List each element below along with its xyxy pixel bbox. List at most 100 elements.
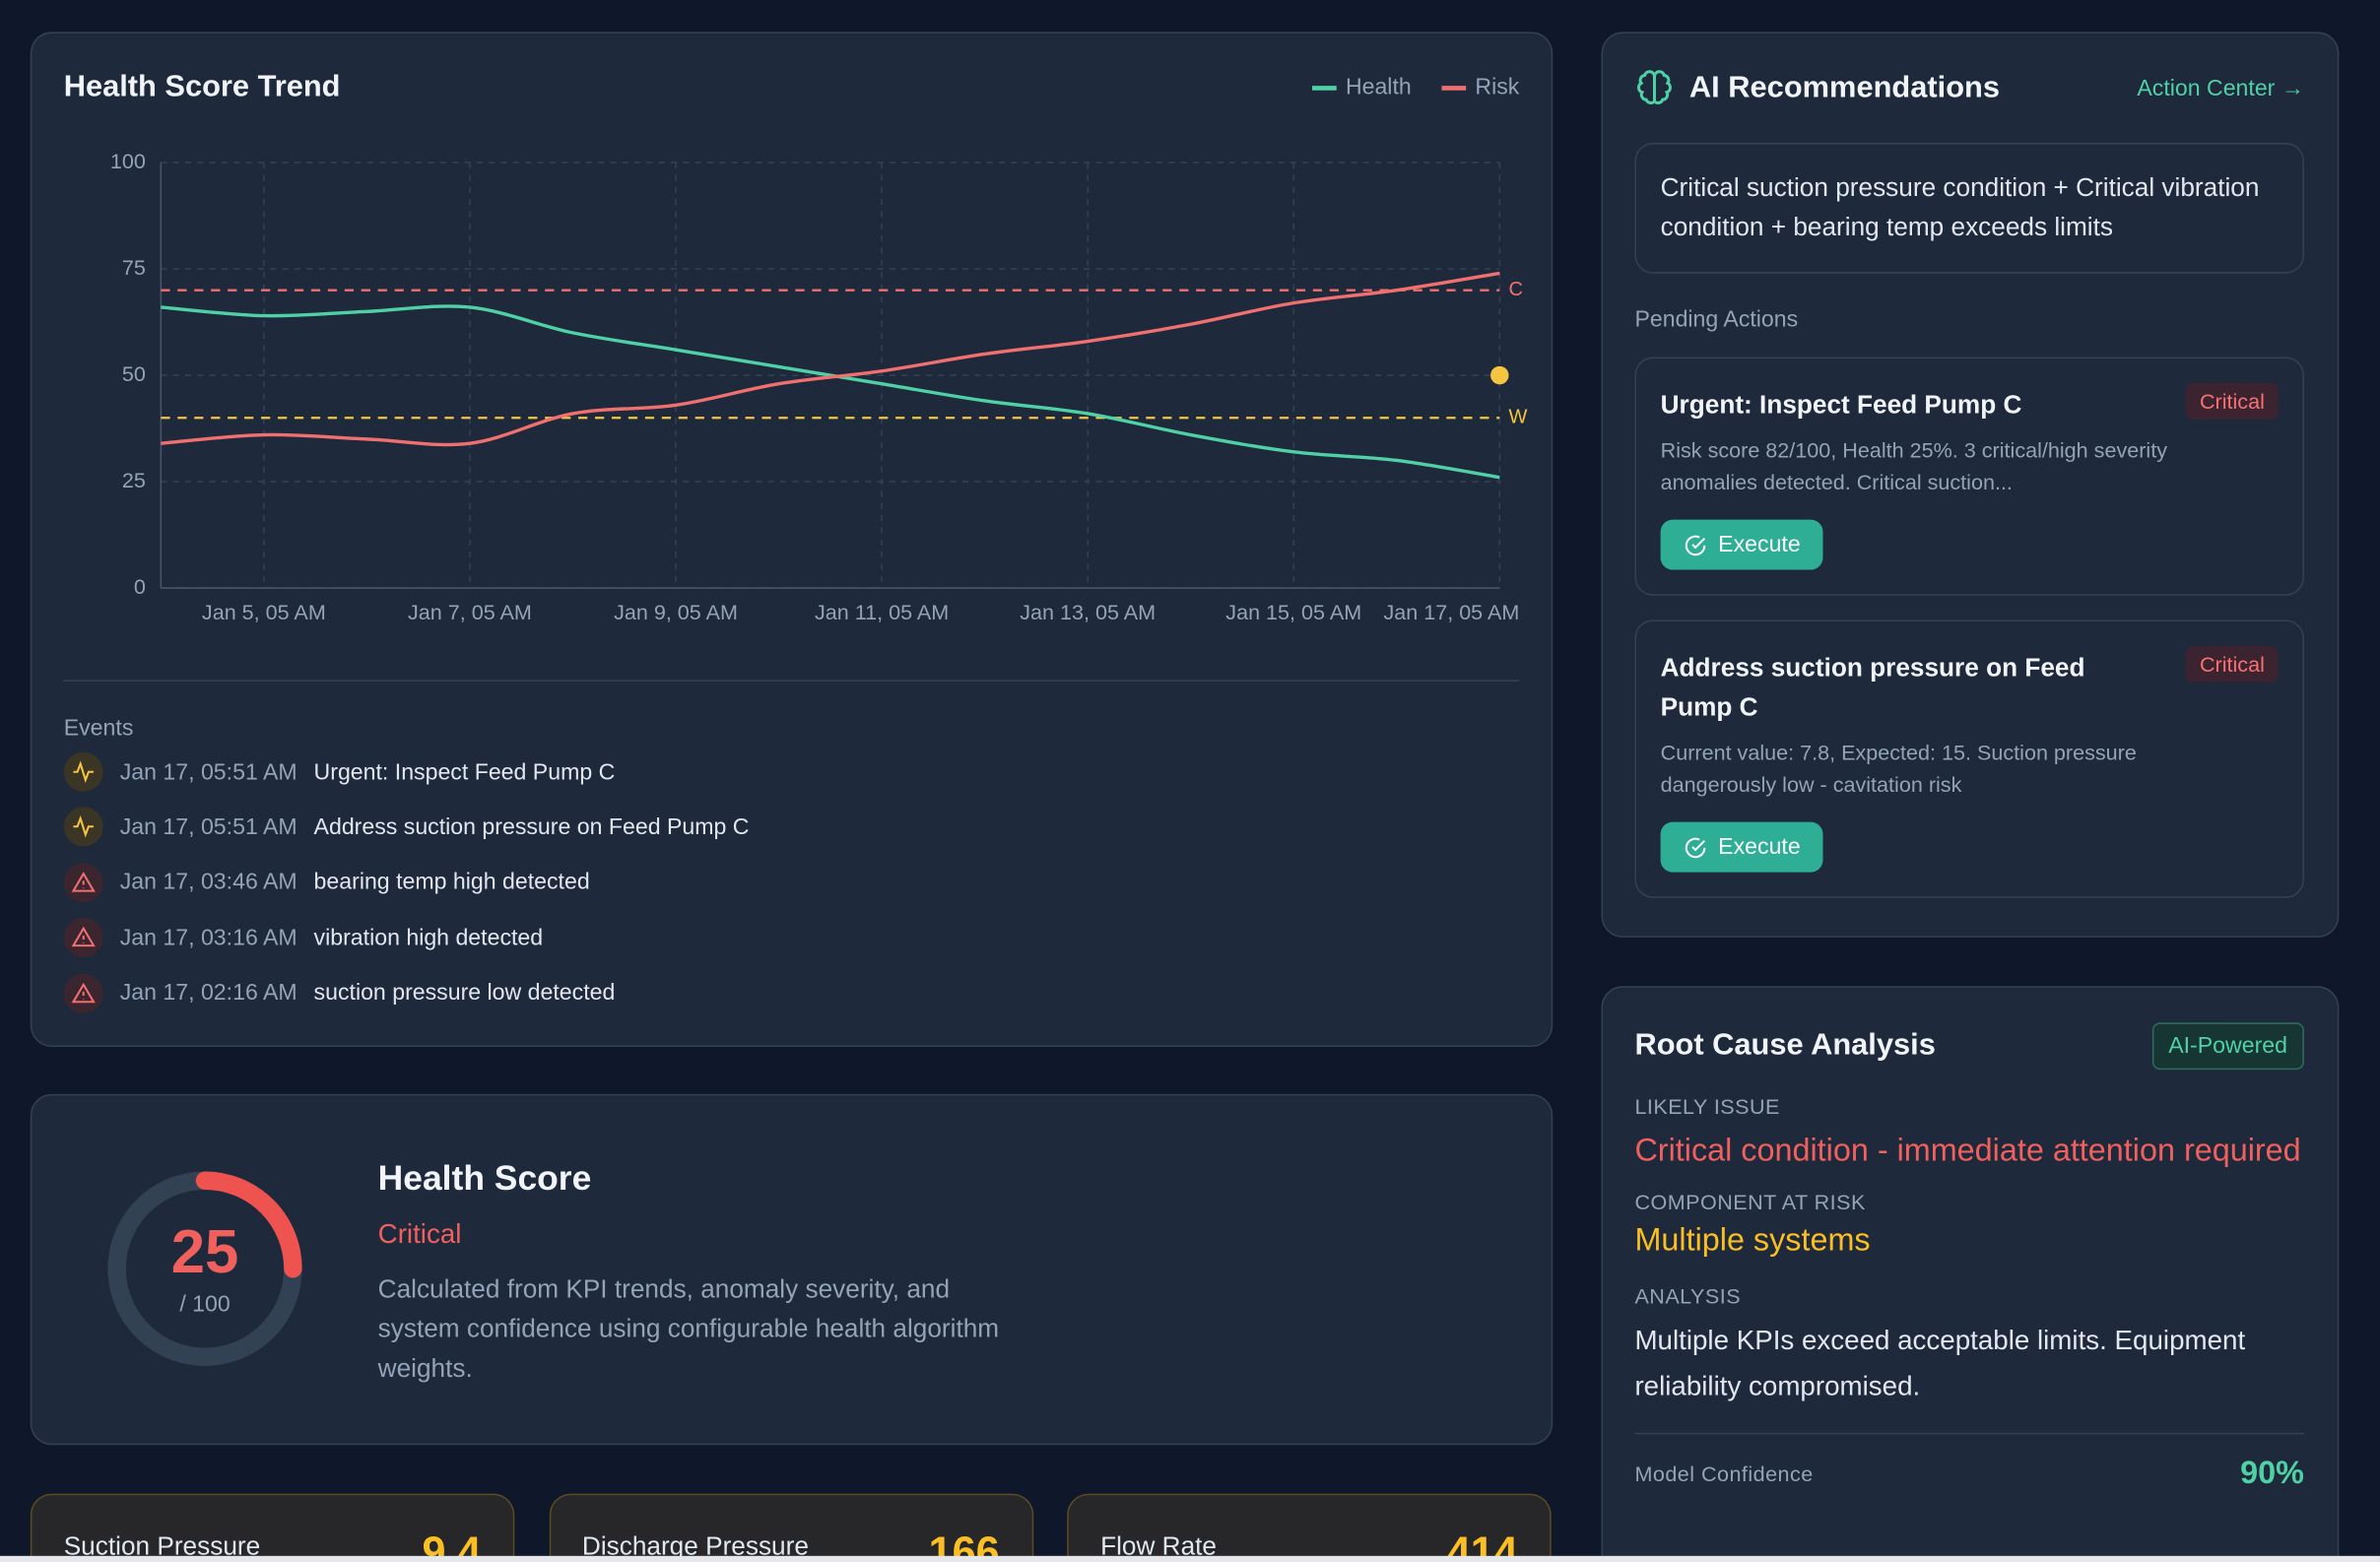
events-title: Events <box>63 715 134 742</box>
actions-list: Urgent: Inspect Feed Pump C Critical Risk … <box>1634 357 2304 898</box>
x-tick-label: Jan 5, 05 AM <box>202 600 326 624</box>
likely-label: LIKELY ISSUE <box>1634 1093 1780 1119</box>
confidence-label: Model Confidence <box>1634 1462 1814 1486</box>
event-row: Jan 17, 05:51 AM Address suction pressure… <box>63 807 750 847</box>
legend-label: Risk <box>1475 74 1519 99</box>
y-tick-label: 25 <box>122 468 146 492</box>
x-tick-label: Jan 9, 05 AM <box>614 600 738 624</box>
x-tick-label: Jan 15, 05 AM <box>1225 600 1361 624</box>
icon-path <box>73 815 95 839</box>
ai-header: AI Recommendations Action Center → <box>1634 61 2304 116</box>
event-row: Jan 17, 02:16 AM suction pressure low det… <box>63 973 616 1013</box>
action-title: Address suction pressure on Feed Pump C <box>1660 653 2085 722</box>
icon-path <box>71 926 96 947</box>
chart-title: Health Score Trend <box>64 69 341 103</box>
event-time: Jan 17, 05:51 AM <box>119 814 298 840</box>
y-tick-label: 50 <box>122 361 146 386</box>
action-center-link[interactable]: Action Center → <box>2137 75 2304 101</box>
event-row: Jan 17, 03:16 AM vibration high detected <box>63 918 543 958</box>
icon-glyph <box>71 982 96 1003</box>
ai-summary: Critical suction pressure condition + Cr… <box>1634 143 2304 274</box>
reference-label: W <box>1509 407 1528 428</box>
icon-glyph <box>71 871 96 892</box>
health-description: Calculated from KPI trends, anomaly seve… <box>377 1274 1000 1383</box>
rca-title: Root Cause Analysis <box>1634 1027 1936 1062</box>
rca-content: Root Cause Analysis AI-Powered LIKELY IS… <box>1634 1021 2304 1492</box>
score-max: / 100 <box>179 1290 230 1316</box>
analysis-label: ANALYSIS <box>1634 1283 1742 1309</box>
kpi-name: Flow Rate <box>1100 1531 1217 1561</box>
x-tick-label: Jan 17, 05 AM <box>1383 600 1519 624</box>
ai-title: AI Recommendations <box>1688 70 2000 104</box>
kpi-card: Discharge Pressure 166 <box>548 1493 1033 1562</box>
event-icon <box>63 862 103 903</box>
pending-title: Pending Actions <box>1634 306 1799 333</box>
link-text: Action Center <box>2137 75 2276 101</box>
line-series <box>161 304 1500 480</box>
button-label: Execute <box>1718 833 1801 861</box>
check-icon <box>1685 534 1706 555</box>
event-icon <box>63 751 103 792</box>
event-text: suction pressure low detected <box>313 980 616 1007</box>
y-tick-label: 0 <box>134 574 146 599</box>
check-path <box>1685 534 1706 555</box>
icon-path <box>71 982 96 1003</box>
icon-path <box>73 760 95 784</box>
event-time: Jan 17, 03:46 AM <box>119 869 298 896</box>
y-tick-label: 75 <box>122 255 146 280</box>
x-tick-label: Jan 11, 05 AM <box>815 600 949 624</box>
action-card: Address suction pressure on Feed Pump C C… <box>1634 619 2304 898</box>
likely-issue: Critical condition - immediate attention… <box>1634 1133 2301 1169</box>
ring-arc <box>195 1171 302 1278</box>
kpi-name: Discharge Pressure <box>581 1531 809 1561</box>
icon-glyph <box>71 926 96 947</box>
bottom-strip <box>0 1555 2380 1562</box>
severity-badge: Critical <box>2186 645 2279 683</box>
check-icon <box>1685 836 1706 858</box>
brain-icon <box>1636 70 1672 104</box>
rca-header: Root Cause Analysis AI-Powered <box>1634 1021 2304 1070</box>
icon-path <box>71 871 96 892</box>
action-description: Current value: 7.8, Expected: 15. Suctio… <box>1660 740 2137 797</box>
ai-badge: AI-Powered <box>2151 1021 2304 1070</box>
icon-glyph <box>73 760 95 784</box>
event-row: Jan 17, 03:46 AM bearing temp high detect… <box>63 862 590 903</box>
analysis: Multiple KPIs exceed acceptable limits. … <box>1634 1325 2246 1401</box>
action-card: Urgent: Inspect Feed Pump C Critical Risk … <box>1634 357 2304 596</box>
x-tick-label: Jan 13, 05 AM <box>1020 600 1156 624</box>
confidence-value: 90% <box>2240 1456 2304 1491</box>
y-tick-label: 100 <box>110 149 146 173</box>
event-text: bearing temp high detected <box>313 869 590 896</box>
trend-chart: Health Score Trend 0 25 50 75 100 Jan 5, 05 A… <box>63 69 1528 682</box>
event-text: Urgent: Inspect Feed Pump C <box>313 758 616 785</box>
health-status: Critical <box>377 1218 462 1250</box>
event-icon <box>63 807 103 847</box>
current-marker <box>1490 365 1509 385</box>
ai-card <box>1601 32 2340 938</box>
score-ring: 25 / 100 <box>107 1171 302 1366</box>
legend-label: Health <box>1346 74 1412 99</box>
button-label: Execute <box>1718 531 1801 558</box>
event-time: Jan 17, 02:16 AM <box>119 980 298 1007</box>
kpi-name: Suction Pressure <box>63 1531 261 1561</box>
health-title: Health Score <box>377 1157 592 1198</box>
component-label: COMPONENT AT RISK <box>1634 1190 1866 1214</box>
execute-button[interactable]: Execute <box>1660 519 1823 570</box>
ai-content: AI Recommendations Action Center → Criti… <box>1634 61 2304 923</box>
severity-badge: Critical <box>2186 382 2279 420</box>
event-time: Jan 17, 05:51 AM <box>119 758 298 785</box>
root-cause-card <box>1601 986 2340 1562</box>
check-path <box>1685 836 1706 858</box>
action-description: Risk score 82/100, Health 25%. 3 critica… <box>1660 437 2167 494</box>
score-value: 25 <box>171 1218 239 1286</box>
kpi-card: Suction Pressure 9.4 <box>30 1493 515 1562</box>
action-title: Urgent: Inspect Feed Pump C <box>1660 390 2022 420</box>
x-tick-label: Jan 7, 05 AM <box>408 600 532 624</box>
execute-button[interactable]: Execute <box>1660 821 1823 873</box>
reference-label: C <box>1509 279 1523 300</box>
event-text: Address suction pressure on Feed Pump C <box>313 814 750 840</box>
event-time: Jan 17, 03:16 AM <box>119 925 298 951</box>
icon-glyph <box>73 815 95 839</box>
